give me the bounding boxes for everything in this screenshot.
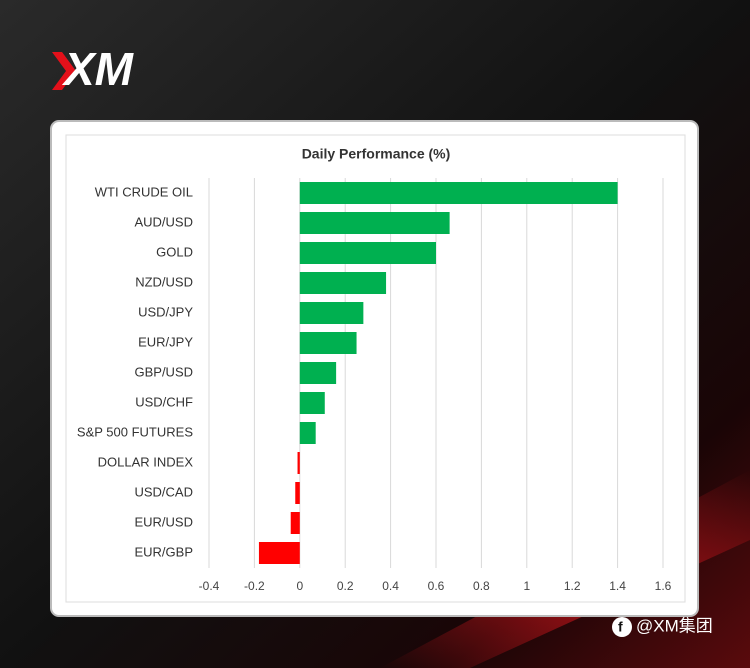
y-tick-label: NZD/USD xyxy=(135,274,193,289)
x-tick-label: 0 xyxy=(296,579,303,593)
x-tick-label: -0.4 xyxy=(199,579,220,593)
y-tick-label: DOLLAR INDEX xyxy=(98,454,194,469)
bar xyxy=(299,302,364,324)
y-tick-label: WTI CRUDE OIL xyxy=(95,184,193,199)
bar xyxy=(299,332,357,354)
logo-chevron xyxy=(52,52,76,90)
footer: @XM集团 xyxy=(636,616,713,635)
y-tick-label: EUR/JPY xyxy=(138,334,193,349)
bar xyxy=(299,362,337,384)
y-tick-label: EUR/USD xyxy=(134,514,193,529)
x-tick-label: 1.2 xyxy=(564,579,581,593)
x-tick-label: 1.6 xyxy=(655,579,672,593)
facebook-icon xyxy=(612,617,632,637)
y-tick-label: USD/JPY xyxy=(138,304,193,319)
y-tick-label: EUR/GBP xyxy=(134,544,193,559)
bar xyxy=(299,182,618,204)
chart-title: Daily Performance (%) xyxy=(302,146,451,162)
bar xyxy=(290,512,300,534)
y-tick-label: USD/CAD xyxy=(134,484,193,499)
bar xyxy=(299,212,450,234)
bar xyxy=(258,542,300,564)
x-tick-label: 0.2 xyxy=(337,579,354,593)
facebook-f: f xyxy=(618,619,623,635)
bar xyxy=(297,452,300,474)
y-tick-label: GBP/USD xyxy=(134,364,193,379)
x-tick-label: 1 xyxy=(523,579,530,593)
x-tick-label: 0.6 xyxy=(428,579,445,593)
bar xyxy=(299,392,325,414)
x-tick-label: -0.2 xyxy=(244,579,265,593)
y-tick-label: S&P 500 FUTURES xyxy=(77,424,193,439)
bar xyxy=(299,242,436,264)
x-tick-label: 1.4 xyxy=(609,579,626,593)
x-tick-label: 0.4 xyxy=(382,579,399,593)
bar xyxy=(299,422,316,444)
bar xyxy=(299,272,387,294)
bar xyxy=(295,482,300,504)
x-tick-label: 0.8 xyxy=(473,579,490,593)
y-tick-label: AUD/USD xyxy=(134,214,193,229)
logo: XM xyxy=(61,43,135,95)
y-tick-label: USD/CHF xyxy=(135,394,193,409)
y-tick-label: GOLD xyxy=(156,244,193,259)
